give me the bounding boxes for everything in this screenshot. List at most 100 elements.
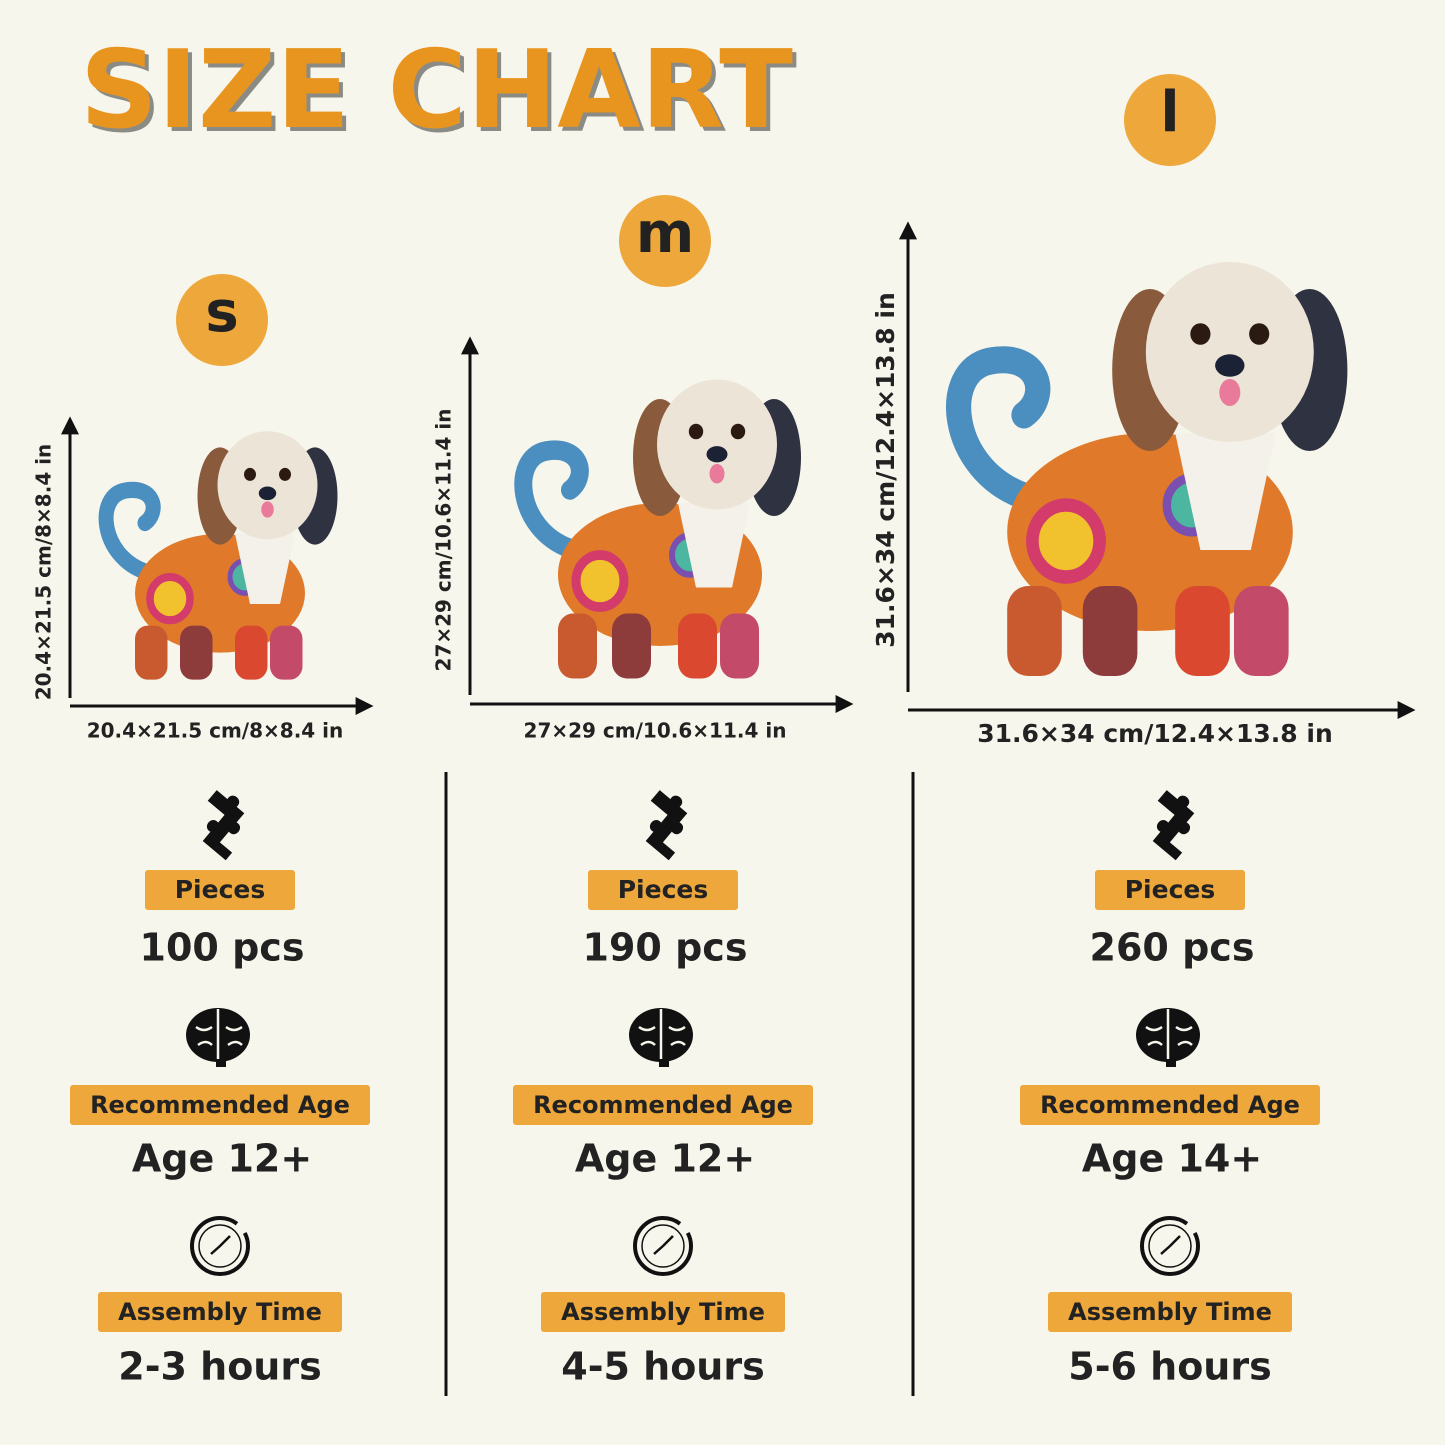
dog-leg <box>720 613 759 679</box>
height-label: 27×29 cm/10.6×11.4 in <box>432 409 456 672</box>
time-value: 5-6 hours <box>1068 1345 1271 1389</box>
dog-leg <box>558 613 597 679</box>
size-letter: l <box>1160 80 1179 145</box>
label-pill <box>70 1085 370 1125</box>
dog-leg <box>135 625 168 680</box>
clock-hands <box>653 1235 674 1255</box>
dog-chest <box>678 503 750 588</box>
label-pill <box>541 1292 785 1332</box>
dog-eye <box>688 423 704 440</box>
height-label: 31.6×34 cm/12.4×13.8 in <box>871 292 900 648</box>
dog-leg <box>270 625 303 680</box>
title: SIZE CHART <box>80 28 793 153</box>
brain-folds <box>1145 1009 1193 1059</box>
time-value: 4-5 hours <box>561 1345 764 1389</box>
title-shadow: SIZE CHART <box>84 32 797 157</box>
label-pill <box>145 870 295 910</box>
pill-label: Recommended Age <box>90 1091 350 1119</box>
pieces-value: 190 pcs <box>583 926 748 970</box>
brain-folds <box>638 1009 686 1059</box>
size-badge <box>1124 74 1216 166</box>
age-icon <box>186 1008 250 1067</box>
size-letter: s <box>205 280 238 345</box>
puzzle-dog <box>514 379 801 679</box>
pill-label: Recommended Age <box>1040 1091 1300 1119</box>
age-value: Age 12+ <box>132 1137 312 1181</box>
age-icon <box>629 1008 693 1067</box>
dog-tongue <box>261 501 274 518</box>
pill-label: Pieces <box>175 875 266 904</box>
brain-stem <box>659 1055 669 1067</box>
dog-tail <box>514 440 589 559</box>
pill-label: Pieces <box>618 875 709 904</box>
dog-eye <box>1190 323 1211 345</box>
dog-leg <box>1234 586 1289 676</box>
time-value: 2-3 hours <box>118 1345 321 1389</box>
dog-eye <box>279 467 291 481</box>
dog-tail <box>98 481 161 580</box>
clock-face <box>1140 1216 1200 1276</box>
width-label: 20.4×21.5 cm/8×8.4 in <box>87 719 344 743</box>
dog-nose <box>706 446 728 463</box>
pill-label: Assembly Time <box>1068 1298 1272 1326</box>
dog-leg <box>678 613 717 679</box>
clock-hands <box>1160 1235 1181 1255</box>
clock-hands <box>210 1235 231 1255</box>
size-letter: m <box>636 201 694 266</box>
label-pill <box>1095 870 1245 910</box>
dog-head <box>1145 262 1314 442</box>
dog-nose <box>258 486 277 501</box>
pieces-value: 100 pcs <box>140 926 305 970</box>
label-pill <box>1020 1085 1320 1125</box>
dog-flower <box>571 550 629 612</box>
age-value: Age 12+ <box>575 1137 755 1181</box>
dog-leg <box>1082 586 1138 676</box>
clock-inner <box>198 1224 242 1268</box>
pill-label: Recommended Age <box>533 1091 793 1119</box>
dog-nose <box>1215 354 1245 377</box>
dog-flower <box>146 572 194 625</box>
dog-tongue <box>1219 379 1241 406</box>
dog-leg <box>180 625 213 680</box>
puzzle-dog <box>98 431 338 680</box>
label-pill <box>513 1085 813 1125</box>
brain-stem <box>1166 1055 1176 1067</box>
width-label: 31.6×34 cm/12.4×13.8 in <box>977 719 1333 748</box>
label-pill <box>98 1292 342 1332</box>
dog-eye <box>1249 323 1270 345</box>
time-icon <box>190 1216 250 1276</box>
pieces-value: 260 pcs <box>1090 926 1255 970</box>
clock-face <box>190 1216 250 1276</box>
clock-inner <box>641 1224 685 1268</box>
dog-leg <box>1175 586 1230 676</box>
dog-head <box>657 379 777 510</box>
dog-leg <box>1007 586 1062 676</box>
label-pill <box>588 870 738 910</box>
dog-tail <box>946 346 1051 510</box>
height-label: 20.4×21.5 cm/8×8.4 in <box>32 444 56 701</box>
brain-folds <box>195 1009 243 1059</box>
puzzle-dog <box>946 262 1348 676</box>
dog-head <box>217 431 318 540</box>
pill-label: Assembly Time <box>561 1298 765 1326</box>
time-icon <box>633 1216 693 1276</box>
dog-tongue <box>709 464 725 484</box>
dog-leg <box>235 625 268 680</box>
clock-inner <box>1148 1224 1192 1268</box>
pill-label: Assembly Time <box>118 1298 322 1326</box>
brain-stem <box>216 1055 226 1067</box>
dog-leg <box>612 613 651 679</box>
age-value: Age 14+ <box>1082 1137 1262 1181</box>
size-badge <box>619 195 711 287</box>
dog-eye <box>730 423 746 440</box>
dog-chest <box>1175 433 1276 550</box>
width-label: 27×29 cm/10.6×11.4 in <box>524 719 787 743</box>
pill-label: Pieces <box>1125 875 1216 904</box>
dog-chest <box>235 533 295 604</box>
age-icon <box>1136 1008 1200 1067</box>
dog-eye <box>244 467 256 481</box>
label-pill <box>1048 1292 1292 1332</box>
dog-flower <box>1026 498 1106 584</box>
clock-face <box>633 1216 693 1276</box>
